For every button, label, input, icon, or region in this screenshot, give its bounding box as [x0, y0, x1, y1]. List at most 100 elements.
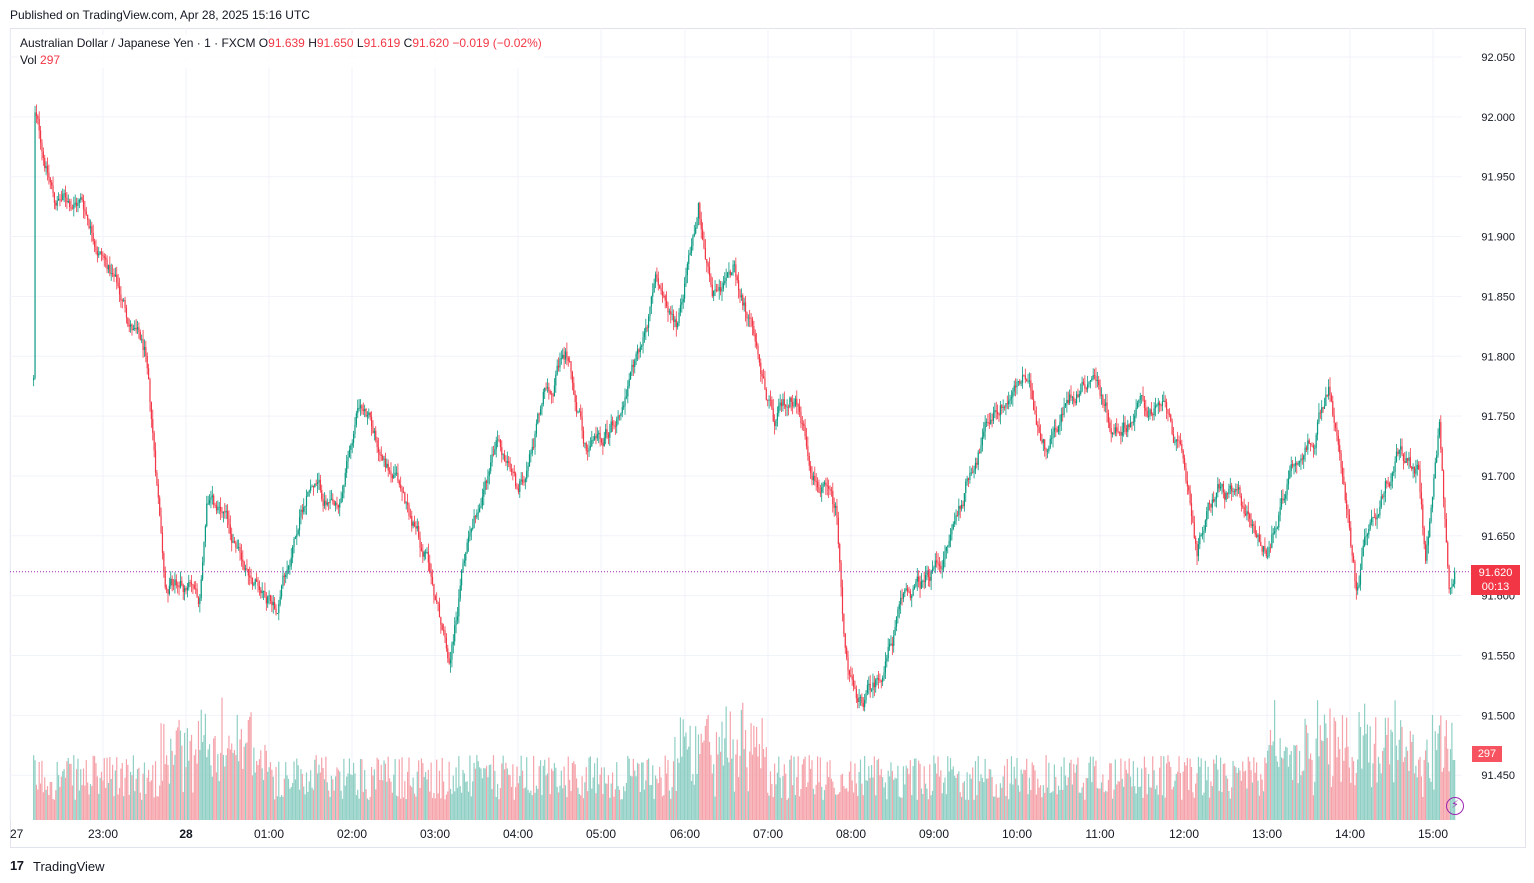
volume-bar [39, 783, 42, 820]
volume-bar [1333, 717, 1335, 820]
volume-bar [1064, 775, 1067, 820]
candle-body [934, 560, 936, 568]
candle-body [909, 591, 911, 598]
volume-bar [1109, 763, 1111, 820]
legend-symbol[interactable]: Australian Dollar / Japanese Yen · 1 · F… [20, 36, 256, 50]
tradingview-logo-icon[interactable]: 17 [10, 858, 24, 873]
candle-body [979, 452, 981, 454]
volume-bar [481, 778, 483, 820]
candle-body [1409, 457, 1411, 467]
volume-bar [303, 786, 305, 820]
candle-body [1172, 433, 1175, 443]
time-axis-label: 13:00 [1252, 827, 1282, 841]
volume-bar [983, 782, 985, 820]
lightning-icon[interactable]: ⚡ [1446, 797, 1464, 815]
candle-body [1215, 492, 1218, 499]
candle-body [1228, 488, 1230, 495]
tradingview-brand[interactable]: TradingView [33, 859, 105, 874]
candle-body [249, 575, 251, 578]
volume-bar [172, 764, 175, 820]
candle-body [688, 255, 690, 264]
candle-body [828, 486, 830, 489]
volume-bar [852, 792, 855, 820]
candle-body [804, 425, 806, 437]
candle-body [1424, 544, 1427, 561]
volume-bar [1292, 779, 1294, 820]
volume-bar [1134, 786, 1136, 820]
volume-bar [1021, 773, 1024, 820]
price-chart[interactable]: 92.05092.00091.95091.90091.85091.80091.7… [0, 0, 1534, 852]
candle-body [553, 385, 556, 397]
volume-bar [297, 765, 299, 820]
volume-bar [116, 757, 118, 820]
candle-body [738, 280, 740, 290]
volume-bar [477, 761, 479, 820]
candle-body [400, 484, 402, 489]
volume-bar [1357, 759, 1359, 820]
volume-bar [876, 760, 878, 820]
volume-bar [679, 717, 682, 820]
volume-bar [1074, 772, 1076, 820]
candle-body [52, 185, 54, 194]
volume-bar [1210, 781, 1212, 820]
volume-bar [596, 757, 598, 820]
candle-body [391, 475, 393, 479]
candle-body [1213, 499, 1215, 502]
candle-body [260, 589, 262, 594]
volume-bar [1423, 759, 1425, 820]
volume-bar [242, 768, 244, 820]
candle-body [332, 498, 334, 502]
candle-body [1264, 546, 1266, 551]
candle-body [1134, 415, 1136, 422]
candle-body [1164, 400, 1166, 403]
volume-bar [577, 787, 579, 820]
candle-body [459, 585, 461, 599]
candle-body [1062, 413, 1064, 415]
volume-bar [533, 755, 535, 820]
candle-body [379, 452, 381, 455]
candle-body [430, 572, 432, 577]
candle-body [190, 582, 193, 585]
candle-body [969, 472, 971, 481]
candle-body [192, 584, 194, 586]
volume-bar [257, 764, 259, 820]
volume-bar [1262, 791, 1265, 820]
volume-bar [408, 757, 410, 820]
volume-bar [397, 796, 399, 820]
candle-body [956, 515, 959, 516]
volume-bar [618, 789, 621, 820]
candle-body [954, 521, 956, 524]
volume-bar [1161, 795, 1164, 820]
candle-body [145, 347, 147, 356]
volume-bar [798, 796, 801, 820]
candle-body [1305, 447, 1308, 450]
volume-bar [906, 768, 909, 820]
volume-bar [1251, 782, 1254, 820]
volume-bar [545, 775, 547, 820]
volume-bar [1294, 745, 1296, 820]
candle-body [854, 686, 856, 689]
volume-bar [161, 780, 164, 820]
volume-bar [458, 756, 460, 820]
legend-vol-label[interactable]: Vol [20, 53, 37, 67]
candle-body [1084, 384, 1086, 389]
candle-body [721, 288, 723, 292]
volume-bar [832, 781, 834, 820]
volume-bar [767, 792, 769, 820]
candle-body [672, 313, 675, 323]
volume-bar [1364, 703, 1366, 820]
volume-bar [922, 793, 924, 820]
candle-body [1280, 498, 1283, 508]
candle-body [1185, 467, 1187, 481]
volume-bar [412, 777, 414, 820]
candle-body [1422, 504, 1424, 528]
volume-bar [321, 757, 323, 820]
candle-body [177, 585, 179, 587]
volume-bar [830, 778, 833, 820]
candle-body [832, 490, 834, 505]
candle-body [886, 658, 888, 662]
candle-body [1159, 402, 1161, 406]
candle-body [808, 456, 810, 466]
volume-bar [382, 780, 384, 820]
volume-bar [1099, 788, 1101, 820]
